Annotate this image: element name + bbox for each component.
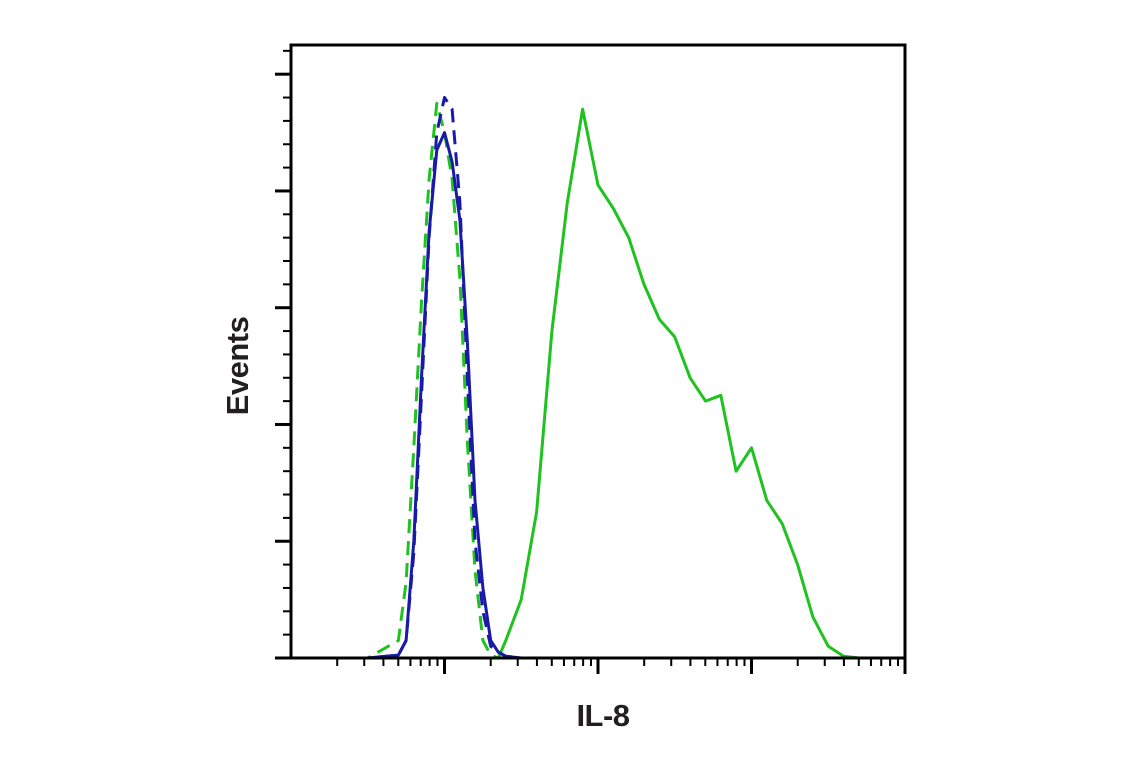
plot-frame <box>289 43 907 660</box>
y-axis-title: Events <box>220 317 255 416</box>
x-axis-title: IL-8 <box>576 698 629 733</box>
histogram-line <box>291 107 905 660</box>
histogram-line <box>291 131 905 660</box>
